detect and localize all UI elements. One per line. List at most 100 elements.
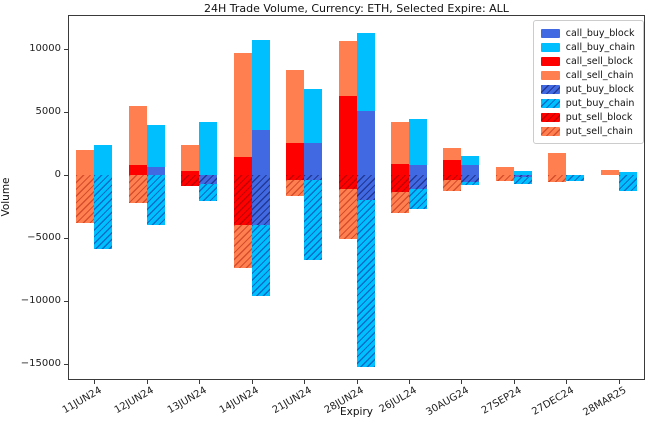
bar-put_buy_block-27SEP24 — [513, 174, 532, 178]
legend-item-put_sell_block: put_sell_block — [540, 110, 635, 124]
x-tick-mark — [618, 380, 620, 384]
bar-call_sell_chain-11JUN24 — [76, 149, 95, 175]
bar-call_sell_chain-14JUN24 — [233, 52, 252, 158]
bar-call_sell_block-26JUL24 — [390, 163, 409, 175]
bar-call_buy_chain-27SEP24 — [513, 171, 532, 175]
bar-put_buy_chain-30AUG24 — [461, 182, 480, 185]
bar-call_sell_block-28JUN24 — [338, 95, 357, 175]
x-tick-mark — [199, 380, 201, 384]
legend-label: call_buy_chain — [565, 41, 635, 53]
legend-swatch-put_buy_chain — [540, 98, 560, 108]
bar-call_buy_block-30AUG24 — [461, 164, 480, 175]
bar-call_sell_chain-12JUN24 — [128, 105, 147, 165]
legend-label: call_sell_block — [565, 55, 633, 67]
bar-call_buy_chain-11JUN24 — [94, 144, 113, 175]
bar-call_buy_block-21JUN24 — [304, 143, 323, 175]
legend-swatch-call_buy_chain — [540, 42, 560, 52]
bar-call_buy_block-28JUN24 — [356, 110, 375, 175]
bar-put_buy_block-28JUN24 — [356, 174, 375, 201]
y-tick-label: 10000 — [29, 42, 61, 54]
y-tick-mark — [64, 174, 68, 176]
y-tick-mark — [64, 111, 68, 113]
bar-call_sell_chain-28MAR25 — [600, 170, 619, 175]
legend-label: call_sell_chain — [565, 69, 634, 81]
x-tick-mark — [251, 380, 253, 384]
bar-call_sell_block-30AUG24 — [443, 159, 462, 175]
legend-label: call_buy_block — [565, 27, 635, 39]
bar-put_sell_block-13JUN24 — [181, 174, 200, 187]
bar-call_sell_chain-26JUL24 — [390, 121, 409, 164]
bar-put_buy_block-13JUN24 — [199, 174, 218, 184]
bar-put_buy_chain-14JUN24 — [251, 225, 270, 296]
bar-call_buy_chain-26JUL24 — [408, 119, 427, 165]
bar-put_buy_chain-27SEP24 — [513, 177, 532, 184]
bar-put_buy_chain-21JUN24 — [304, 179, 323, 261]
bar-put_sell_block-26JUL24 — [390, 174, 409, 193]
x-tick-mark — [146, 380, 148, 384]
bar-put_buy_chain-12JUN24 — [146, 174, 165, 226]
bar-call_buy_chain-14JUN24 — [251, 40, 270, 130]
legend-swatch-call_sell_chain — [540, 70, 560, 80]
bar-call_sell_chain-27DEC24 — [548, 153, 567, 175]
bar-put_buy_chain-13JUN24 — [199, 183, 218, 202]
x-tick-mark — [356, 380, 358, 384]
legend-item-call_sell_block: call_sell_block — [540, 54, 635, 68]
bar-call_sell_block-21JUN24 — [286, 143, 305, 175]
y-axis-label: Volume — [0, 177, 12, 217]
legend-swatch-call_sell_block — [540, 56, 560, 66]
x-tick-mark — [408, 380, 410, 384]
bar-call_sell_chain-27SEP24 — [495, 167, 514, 175]
x-tick-mark — [461, 380, 463, 384]
bar-call_buy_block-12JUN24 — [146, 167, 165, 175]
bar-put_sell_chain-30AUG24 — [443, 179, 462, 192]
bar-put_sell_chain-14JUN24 — [233, 225, 252, 268]
bar-put_buy_block-30AUG24 — [461, 174, 480, 183]
bar-call_buy_block-26JUL24 — [408, 164, 427, 175]
bar-call_sell_block-13JUN24 — [181, 171, 200, 175]
y-tick-label: −15000 — [20, 357, 61, 369]
legend-item-call_sell_chain: call_sell_chain — [540, 68, 635, 82]
bar-put_sell_block-30AUG24 — [443, 174, 462, 180]
bar-put_buy_chain-27DEC24 — [566, 174, 585, 181]
bar-call_sell_chain-21JUN24 — [286, 70, 305, 144]
legend-swatch-put_sell_chain — [540, 126, 560, 136]
y-tick-label: −5000 — [27, 231, 61, 243]
bar-put_sell_chain-12JUN24 — [128, 174, 147, 203]
x-axis-label: Expiry — [340, 406, 373, 418]
bar-put_sell_block-14JUN24 — [233, 174, 252, 226]
legend-item-put_buy_chain: put_buy_chain — [540, 96, 635, 110]
bar-put_sell_block-21JUN24 — [286, 174, 305, 180]
y-tick-mark — [64, 363, 68, 365]
bar-call_buy_chain-12JUN24 — [146, 124, 165, 168]
legend-label: put_buy_chain — [565, 97, 635, 109]
y-tick-label: 0 — [54, 168, 61, 180]
bar-put_buy_chain-28JUN24 — [356, 200, 375, 368]
y-tick-label: 5000 — [35, 105, 61, 117]
bar-call_sell_block-12JUN24 — [128, 164, 147, 175]
bar-put_buy_chain-11JUN24 — [94, 174, 113, 250]
y-tick-mark — [64, 300, 68, 302]
y-tick-mark — [64, 48, 68, 50]
y-tick-label: −10000 — [20, 294, 61, 306]
x-tick-mark — [304, 380, 306, 384]
bar-put_buy_block-14JUN24 — [251, 174, 270, 226]
legend-swatch-put_buy_block — [540, 84, 560, 94]
bar-put_sell_block-28JUN24 — [338, 174, 357, 189]
legend-swatch-put_sell_block — [540, 112, 560, 122]
legend-label: put_sell_chain — [565, 125, 633, 137]
x-tick-mark — [513, 380, 515, 384]
bar-call_sell_chain-28JUN24 — [338, 41, 357, 96]
x-tick-mark — [566, 380, 568, 384]
bar-call_sell_chain-13JUN24 — [181, 144, 200, 172]
legend-item-call_buy_block: call_buy_block — [540, 26, 635, 40]
bar-call_buy_block-14JUN24 — [251, 129, 270, 175]
legend-label: put_sell_block — [565, 111, 633, 123]
bar-call_buy_chain-28MAR25 — [618, 172, 637, 175]
bar-call_buy_chain-13JUN24 — [199, 121, 218, 175]
bar-put_sell_chain-26JUL24 — [390, 192, 409, 213]
bar-put_buy_chain-26JUL24 — [408, 188, 427, 209]
legend-item-put_sell_chain: put_sell_chain — [540, 124, 635, 138]
bar-put_buy_chain-28MAR25 — [618, 174, 637, 192]
bar-call_buy_chain-21JUN24 — [304, 89, 323, 144]
bar-call_buy_chain-30AUG24 — [461, 155, 480, 165]
